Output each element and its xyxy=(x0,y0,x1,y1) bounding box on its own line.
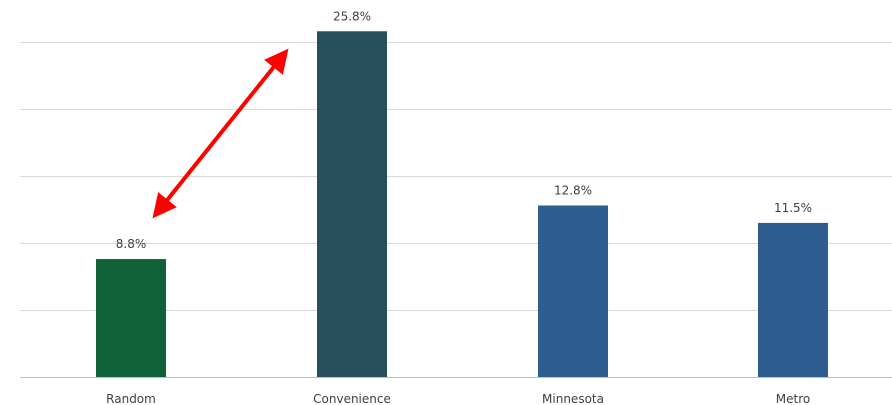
bar-minnesota xyxy=(538,205,608,377)
x-axis-ticks: Random Convenience Minnesota Metro xyxy=(106,392,810,405)
data-label-minnesota: 12.8% xyxy=(554,183,592,197)
data-label-metro: 11.5% xyxy=(774,201,812,215)
x-tick-label-convenience: Convenience xyxy=(313,392,391,405)
data-labels: 8.8% 25.8% 12.8% 11.5% xyxy=(116,9,812,251)
annotation xyxy=(152,48,289,219)
data-label-random: 8.8% xyxy=(116,237,147,251)
x-tick-label-metro: Metro xyxy=(776,392,810,405)
bar-random xyxy=(96,259,166,377)
bar-metro xyxy=(758,222,828,377)
x-tick-label-random: Random xyxy=(106,392,156,405)
bars xyxy=(96,31,828,378)
bar-convenience xyxy=(317,31,387,378)
data-label-convenience: 25.8% xyxy=(333,9,371,23)
x-tick-label-minnesota: Minnesota xyxy=(542,392,604,405)
double-headed-arrow-annotation xyxy=(152,48,289,219)
